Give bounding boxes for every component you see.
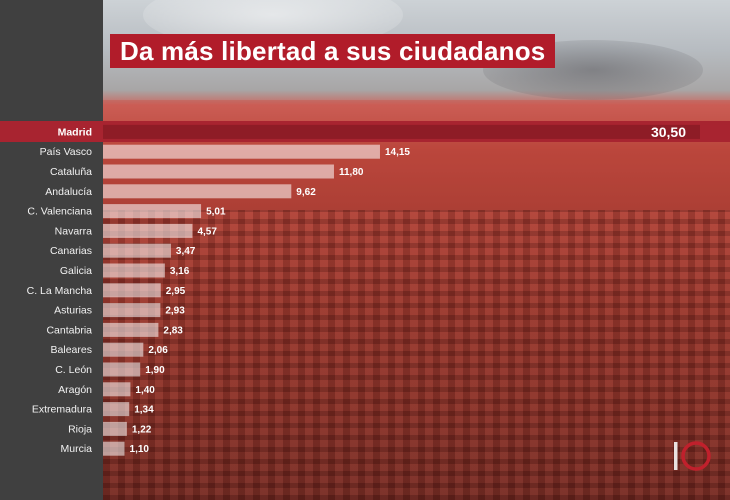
bar: [103, 164, 334, 179]
category-label: Navarra: [55, 225, 93, 237]
value-label: 1,22: [132, 424, 152, 435]
category-label: Canarias: [50, 245, 92, 257]
value-label: 3,16: [170, 266, 190, 277]
value-label: 5,01: [206, 207, 226, 218]
bar: [103, 243, 171, 258]
value-label: 1,10: [130, 444, 150, 455]
bar: [103, 223, 193, 238]
value-label: 4,57: [197, 226, 217, 237]
category-label: Asturias: [54, 305, 92, 317]
city-texture: [103, 210, 730, 500]
bar: [103, 283, 161, 298]
value-label: 2,83: [163, 325, 183, 336]
title-banner: Da más libertad a sus ciudadanos: [110, 34, 556, 68]
value-label: 2,06: [148, 345, 168, 356]
bar: [103, 124, 700, 139]
value-label: 11,80: [339, 167, 364, 178]
chart-title: Da más libertad a sus ciudadanos: [120, 35, 546, 66]
value-label: 1,34: [134, 405, 154, 416]
bar: [103, 421, 127, 436]
bar: [103, 362, 141, 377]
category-label: Murcia: [60, 443, 92, 455]
bar: [103, 303, 161, 318]
category-label: Extremadura: [32, 404, 92, 416]
bar: [103, 144, 380, 159]
category-label: Madrid: [58, 126, 92, 138]
bar: [103, 184, 292, 199]
value-label: 3,47: [176, 246, 196, 257]
category-label: Andalucía: [45, 186, 92, 198]
value-label: 2,95: [166, 286, 186, 297]
category-label: Baleares: [51, 344, 92, 356]
category-label-panel: [0, 0, 103, 500]
category-label: C. León: [55, 364, 92, 376]
bar: [103, 204, 202, 219]
bar: [103, 382, 131, 397]
category-label: C. Valenciana: [27, 206, 92, 218]
category-label: C. La Mancha: [27, 285, 93, 297]
value-label: 30,50: [651, 124, 686, 140]
value-label: 1,40: [135, 385, 155, 396]
bar: [103, 402, 130, 417]
bar: [103, 441, 125, 456]
category-label: País Vasco: [40, 146, 92, 158]
city-background-photo: [103, 0, 730, 500]
bar: [103, 342, 144, 357]
value-label: 9,62: [296, 187, 316, 198]
category-label: Cantabria: [46, 324, 92, 336]
category-label: Galicia: [60, 265, 92, 277]
category-label: Cataluña: [50, 166, 92, 178]
io-logo-icon: [674, 441, 711, 471]
value-label: 14,15: [385, 147, 410, 158]
bar: [103, 322, 159, 337]
value-label: 1,90: [145, 365, 165, 376]
value-label: 2,93: [165, 306, 185, 317]
category-label: Rioja: [68, 423, 92, 435]
category-label: Aragón: [58, 384, 92, 396]
bar: [103, 263, 165, 278]
